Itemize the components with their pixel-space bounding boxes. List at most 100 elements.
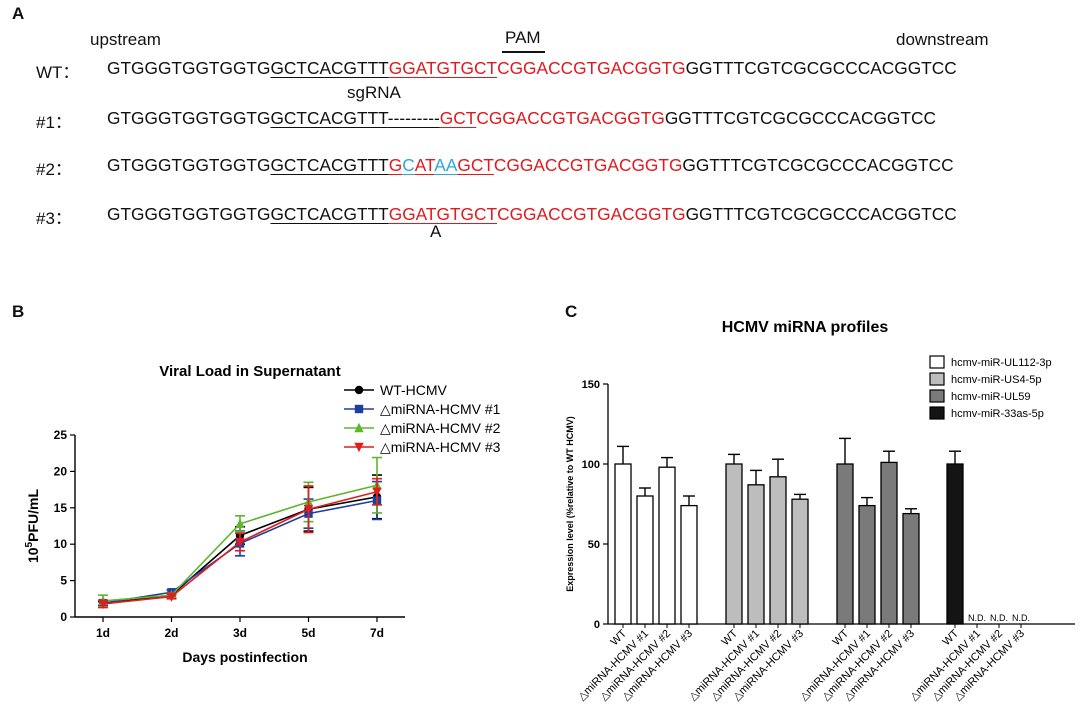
legend-label: △miRNA-HCMV #2 [380, 420, 501, 436]
chart-b-title: Viral Load in Supernatant [159, 363, 340, 380]
bar [902, 512, 920, 625]
x-axis-label: Days postinfection [182, 649, 307, 665]
seq-target: CGGACCGTGACGGTG [493, 155, 683, 175]
legend-swatch [929, 406, 945, 420]
bar [791, 498, 809, 625]
legend-marker [354, 385, 364, 395]
seq-downstream: GGTTTCGTCGCGCCCACGGTCC [685, 58, 957, 78]
sequence-row-2: GTGGGTGGTGGTGGCTCACGTTTGCATAAGCTCGGACCGT… [107, 155, 954, 176]
seq-pam-region: GGATGTGCT [388, 204, 498, 224]
y-tick-label: 15 [54, 501, 68, 515]
y-axis-label: 105PFU/mL [24, 489, 41, 563]
nd-label: N.D. [968, 613, 986, 623]
panel-a-letter: A [12, 4, 25, 23]
seq-mut-3: AA [434, 155, 458, 175]
sequence-row-0: GTGGGTGGTGGTGGCTCACGTTTGGATGTGCTCGGACCGT… [107, 58, 957, 79]
legend-swatch [929, 355, 945, 369]
seq-upstream: GTGGGTGGTGGTG [107, 155, 271, 175]
pam-overline [502, 51, 545, 53]
data-point [235, 537, 245, 548]
seq-deletion: --------- [387, 108, 440, 128]
seq-guide: GCTCACGTTT [270, 108, 388, 128]
chart-c-title: HCMV miRNA profiles [722, 319, 889, 336]
bar-group-3: WTN.D.△miRNA-HCMV #1N.D.△miRNA-HCMV #2N.… [908, 450, 1030, 703]
legend-label: hcmv-miR-US4-5p [951, 374, 1041, 386]
downstream-label: downstream [896, 30, 989, 49]
legend-label: hcmv-miR-UL112-3p [951, 357, 1052, 369]
sequence-row-3: GTGGGTGGTGGTGGCTCACGTTTGGATGTGCTCGGACCGT… [107, 204, 957, 225]
bar-group-1: WT△miRNA-HCMV #1△miRNA-HCMV #2△miRNA-HCM… [687, 453, 809, 703]
seq-mut-1: C [402, 155, 415, 175]
seq-upstream: GTGGGTGGTGGTG [107, 58, 271, 78]
mirna-profiles-bar-chart: HCMV miRNA profiles 0 50 100 150 Expression l… [565, 319, 1075, 703]
viral-load-line-chart: Viral Load in Supernatant 0 5 10 15 20 25 1d 2d 3… [24, 363, 501, 665]
seq-downstream: GGTTTCGTCGCGCCCACGGTCC [682, 155, 954, 175]
bar [658, 466, 676, 625]
seq-upstream: GTGGGTGGTGGTG [107, 108, 271, 128]
y-tick-label: 25 [54, 428, 68, 442]
seq-target: CGGACCGTGACGGTG [476, 108, 665, 128]
x-tick-label: 7d [370, 626, 384, 640]
row-label-2: #2： [36, 160, 72, 179]
panel-b-letter: B [12, 302, 25, 321]
seq-guide: GCTCACGTTT [270, 204, 389, 224]
bar [747, 484, 765, 625]
y-tick-label: 10 [54, 537, 68, 551]
panel-c-letter: C [565, 302, 578, 321]
y-tick-label: 20 [54, 464, 68, 478]
y-tick-label: 50 [588, 539, 600, 551]
seq-mut-0: G [388, 155, 403, 175]
data-point [166, 592, 177, 602]
series-2 [98, 456, 382, 608]
bar [725, 463, 743, 625]
seq-mut-2: AT [414, 155, 435, 175]
seq-upstream: GTGGGTGGTGGTG [107, 204, 271, 224]
y-tick-label: 0 [594, 619, 600, 631]
bar [680, 504, 698, 625]
seq-target: CGGACCGTGACGGTG [497, 204, 686, 224]
bar [946, 463, 964, 625]
legend-label: △miRNA-HCMV #1 [380, 401, 501, 417]
data-point [303, 505, 314, 515]
bar [858, 504, 876, 625]
bar [614, 463, 632, 625]
row-label-1: #1： [36, 113, 72, 132]
data-point [98, 599, 108, 610]
upstream-label: upstream [90, 30, 161, 49]
legend-swatch [929, 389, 945, 403]
sgrna-label: sgRNA [347, 83, 401, 102]
pam-label: PAM [505, 28, 541, 47]
seq-pam-region: GCT [439, 108, 477, 128]
series-3 [98, 477, 382, 610]
bar [769, 476, 787, 625]
x-tick-label: 2d [164, 626, 178, 640]
seq-target: CGGACCGTGACGGTG [497, 58, 686, 78]
bar [880, 461, 898, 625]
row-label-0: WT： [36, 63, 80, 82]
bar-group-0: WT△miRNA-HCMV #1△miRNA-HCMV #2△miRNA-HCM… [576, 445, 698, 703]
x-tick-label: 3d [233, 626, 247, 640]
legend-label: WT-HCMV [380, 382, 448, 398]
bar-group-2: WT△miRNA-HCMV #1△miRNA-HCMV #2△miRNA-HCM… [798, 437, 920, 703]
seq-pam-region: GGATGTGCT [388, 58, 498, 78]
legend-label: hcmv-miR-33as-5p [951, 408, 1044, 420]
row-label-3: #3： [36, 209, 72, 228]
mutation-note: A [430, 222, 442, 241]
seq-downstream: GGTTTCGTCGCGCCCACGGTCC [664, 108, 936, 128]
sequence-row-1: GTGGGTGGTGGTGGCTCACGTTT---------GCTCGGAC… [107, 108, 936, 129]
legend-label: hcmv-miR-UL59 [951, 391, 1030, 403]
y-tick-label: 0 [60, 610, 67, 624]
nd-label: N.D. [990, 613, 1008, 623]
panel-a: A upstream PAM downstream WT： GTGGGTGGTGG… [0, 0, 1084, 250]
x-tick-label: 5d [301, 626, 315, 640]
legend-marker [354, 404, 364, 414]
legend-marker [354, 442, 364, 453]
bar [836, 463, 854, 625]
x-tick-label: 1d [96, 626, 110, 640]
seq-downstream: GGTTTCGTCGCGCCCACGGTCC [685, 204, 957, 224]
seq-guide: GCTCACGTTT [270, 58, 389, 78]
legend-swatch [929, 372, 945, 386]
y-axis-label: Expression level (%relative to WT HCMV) [565, 416, 575, 592]
seq-guide: GCTCACGTTT [270, 155, 389, 175]
data-point [372, 487, 382, 497]
